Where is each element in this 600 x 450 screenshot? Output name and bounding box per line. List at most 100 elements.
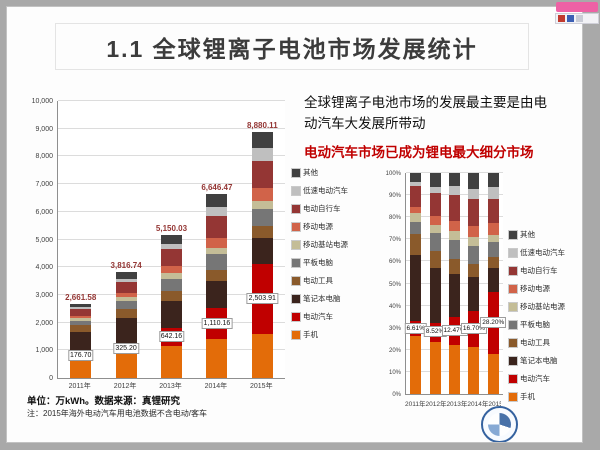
legend-label: 移动电源: [520, 284, 550, 293]
bar-segment-电动工具: [70, 324, 92, 332]
ev-value-label: 176.70: [67, 350, 94, 362]
overlay-gray-icon[interactable]: [576, 15, 583, 22]
bar-segment-移动电源: [487, 223, 499, 235]
bar-segment-笔记本电脑: [449, 274, 460, 318]
bar-segment-手机: [429, 341, 441, 394]
legend-item-低速电动汽车: 低速电动汽车: [291, 185, 362, 196]
highlight-text: 电动汽车市场已成为锂电最大细分市场: [304, 145, 534, 160]
bar-segment-平板电脑: [449, 239, 460, 260]
bar-segment-手机: [468, 347, 480, 394]
legend-label: 低速电动汽车: [520, 248, 565, 257]
bar-segment-电动自行车: [487, 198, 499, 224]
legend-label: 移动基站电源: [303, 240, 348, 249]
bar-segment-电动工具: [429, 250, 441, 269]
y-tick-label: 10%: [388, 369, 401, 376]
bar-segment-平板电脑: [410, 221, 422, 235]
bar-segment-移动电源: [115, 292, 137, 298]
legend-item-手机: 手机: [508, 391, 582, 402]
x-tick-label: 2014年: [204, 383, 228, 390]
legend-item-其他: 其他: [508, 229, 582, 240]
bar-segment-低速电动汽车: [115, 279, 137, 282]
right-chart-y-axis: 0% 10% 20% 30% 40% 50% 60% 70% 80% 90% 100%: [367, 171, 403, 398]
legend-item-低速电动汽车: 低速电动汽车: [508, 247, 582, 258]
bar-segment-移动基站电源: [449, 231, 460, 240]
bar-segment-笔记本电脑: [161, 300, 182, 329]
bar-segment-电动工具: [115, 309, 137, 318]
legend-label: 手机: [520, 392, 535, 401]
bar-segment-平板电脑: [70, 320, 92, 325]
bar-segment-移动电源: [70, 315, 92, 318]
stacked-bar: [161, 235, 182, 378]
right-chart-legend: 其他 低速电动汽车 电动自行车 移动电源 移动基站电源 平板电脑 电动工具 笔记本电脑 电动汽车…: [508, 229, 582, 409]
ev-share-label: 16.70%: [460, 323, 487, 334]
bar-total-label: 5,150.03: [155, 224, 188, 234]
bar-segment-笔记本电脑: [115, 317, 137, 345]
legend-item-电动汽车: 电动汽车: [508, 373, 582, 384]
bar-segment-电动工具: [206, 269, 228, 281]
legend-label: 笔记本电脑: [520, 356, 558, 365]
bar-segment-移动电源: [251, 188, 273, 201]
bar-segment-其他: [468, 173, 480, 190]
stacked-bar: [251, 132, 273, 378]
bar-segment-手机: [487, 354, 499, 394]
bar-segment-低速电动汽车: [487, 187, 499, 199]
bar-segment-平板电脑: [429, 233, 441, 251]
legend-swatch: [291, 221, 301, 232]
bar-segment-移动基站电源: [468, 237, 480, 246]
legend-swatch: [508, 355, 518, 366]
legend-swatch: [508, 247, 518, 258]
bar-segment-手机: [251, 333, 273, 378]
gridline: [58, 155, 285, 157]
legend-label: 移动电源: [303, 222, 333, 231]
bar-segment-电动工具: [468, 264, 480, 278]
y-tick-label: 2,000: [35, 319, 53, 327]
bar-segment-其他: [251, 132, 273, 149]
bar-segment-低速电动汽车: [468, 189, 480, 200]
gridline: [58, 183, 285, 185]
overlay-red-icon[interactable]: [558, 15, 565, 22]
y-tick-label: 30%: [388, 325, 401, 332]
bar-segment-电动工具: [410, 234, 422, 255]
bar-segment-笔记本电脑: [206, 280, 228, 309]
legend-item-平板电脑: 平板电脑: [291, 257, 362, 268]
bar-segment-移动基站电源: [410, 213, 422, 222]
bar-segment-笔记本电脑: [487, 268, 499, 292]
stacked-bar: [206, 193, 228, 378]
bar-total-label: 6,646.47: [201, 182, 233, 192]
y-tick-label: 3,000: [35, 291, 53, 299]
bar-segment-移动基站电源: [115, 297, 137, 302]
y-tick-label: 50%: [388, 281, 401, 288]
description-text: 全球锂离子电池市场的发展最主要是由电动汽车大发展所带动: [304, 95, 547, 131]
legend-label: 移动基站电源: [520, 302, 565, 311]
bar-segment-移动基站电源: [161, 273, 182, 279]
bar-segment-低速电动汽车: [410, 181, 422, 186]
legend-label: 平板电脑: [303, 258, 333, 267]
bar-segment-平板电脑: [487, 242, 499, 258]
legend-label: 电动汽车: [303, 312, 333, 321]
legend-swatch: [291, 311, 301, 322]
bar-segment-电动自行车: [449, 194, 460, 221]
bar-segment-移动电源: [161, 266, 182, 274]
gridline: [58, 100, 285, 101]
bar-segment-手机: [449, 344, 460, 394]
bar-segment-其他: [449, 173, 460, 187]
legend-label: 电动工具: [303, 276, 333, 285]
watermark-emblem: [488, 413, 511, 436]
overlay-player-controls[interactable]: [555, 13, 599, 24]
right-chart-plot: 6.61% 8.52% 12.47% 16.70% 28.20%: [404, 172, 507, 395]
bar-total-label: 8,880.11: [246, 121, 278, 131]
bar-segment-其他: [161, 235, 182, 244]
ev-value-label: 1,110.16: [201, 317, 233, 329]
legend-item-电动自行车: 电动自行车: [291, 203, 362, 214]
y-tick-label: 70%: [388, 237, 401, 244]
bar-segment-手机: [206, 339, 228, 378]
bar-segment-移动电源: [468, 225, 480, 238]
bar-segment-其他: [429, 173, 441, 188]
bar-segment-移动基站电源: [206, 247, 228, 255]
bar-segment-低速电动汽车: [206, 207, 228, 216]
overlay-blue-icon[interactable]: [567, 15, 574, 22]
right-chart-x-axis: 2011年2012年2013年2014年2015年: [405, 401, 501, 408]
bar-segment-低速电动汽车: [429, 187, 441, 193]
bar-segment-手机: [161, 346, 182, 378]
